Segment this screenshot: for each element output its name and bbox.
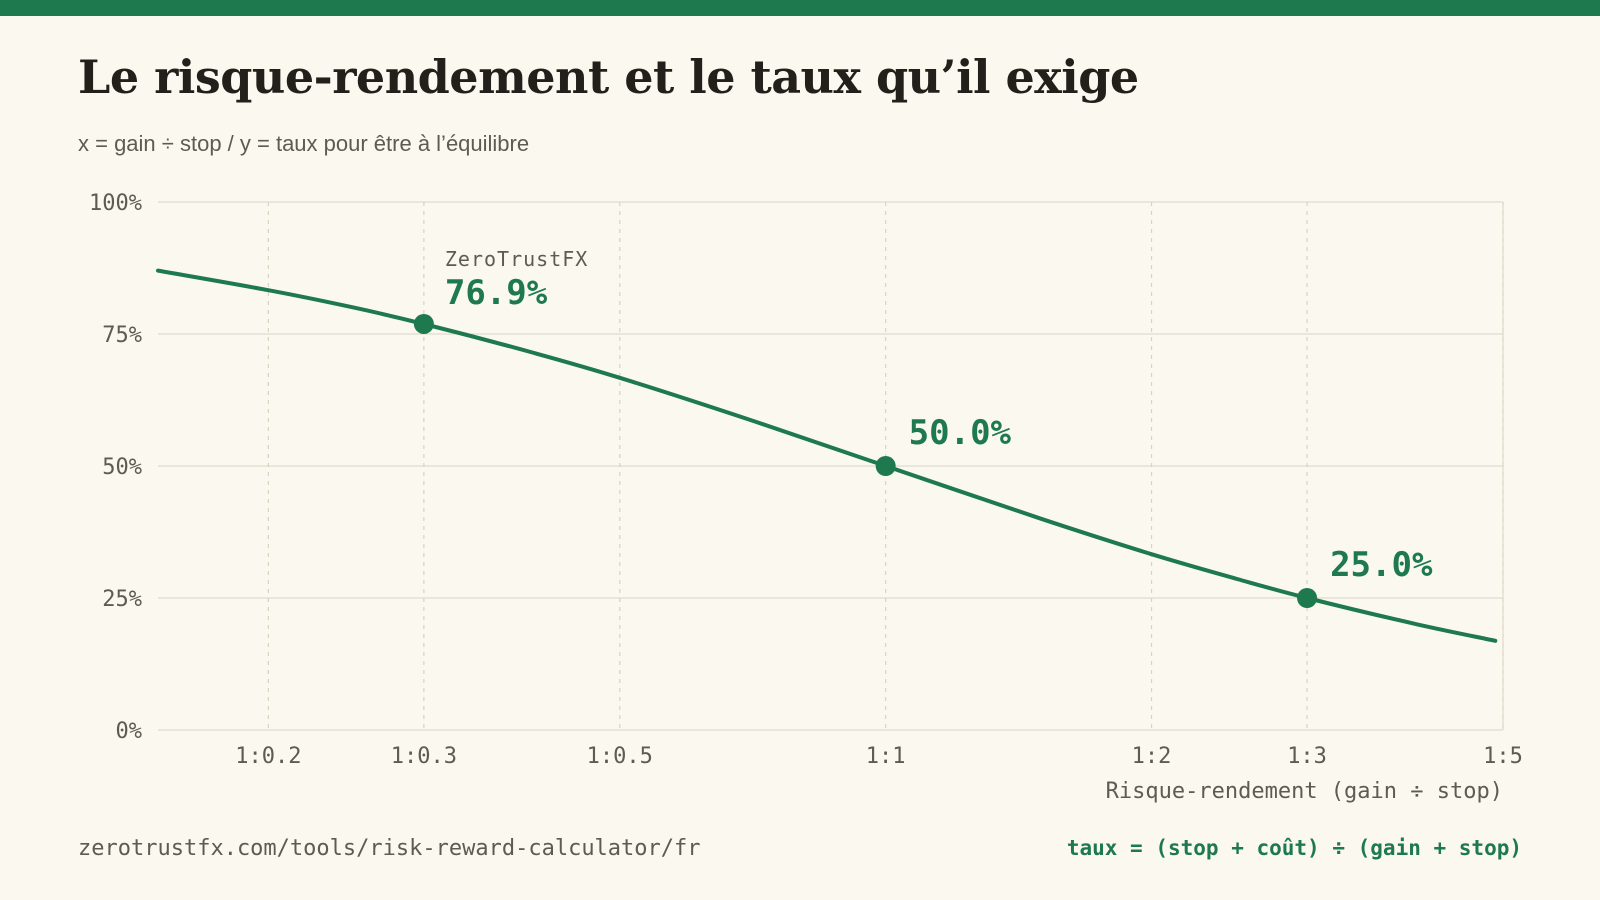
highlight-point [1297, 588, 1318, 608]
x-axis-label: Risque-rendement (gain ÷ stop) [1106, 779, 1503, 804]
axes: 0% 25% 50% 75% 100% 1:0.2 1:0.3 1:0.5 1:1 1:2 1:3 1… [89, 191, 1523, 804]
highlight-value-label: 76.9% [445, 273, 548, 313]
x-tick-label: 1:2 [1132, 744, 1172, 769]
highlight-point [875, 456, 896, 476]
x-tick-label: 1:1 [866, 744, 906, 769]
footer-formula: taux = (stop + coût) ÷ (gain + stop) [1066, 836, 1522, 860]
x-tick-label: 1:0.3 [391, 744, 457, 769]
x-tick-label: 1:0.5 [587, 744, 653, 769]
x-tick-label: 1:5 [1483, 744, 1523, 769]
footer-url: zerotrustfx.com/tools/risk-reward-calcul… [78, 836, 701, 861]
series-line [156, 268, 1498, 643]
top-accent-bar [0, 0, 1600, 16]
series [156, 268, 1498, 643]
y-tick-label: 50% [102, 455, 142, 480]
x-tick-label: 1:3 [1287, 744, 1327, 769]
y-tick-label: 25% [102, 587, 142, 612]
highlight-caption: ZeroTrustFX [445, 247, 588, 271]
y-tick-label: 0% [116, 719, 143, 744]
chart-title: Le risque-rendement et le taux qu’il exi… [78, 50, 1139, 104]
y-tick-label: 100% [89, 191, 142, 216]
x-tick-label: 1:0.2 [235, 744, 301, 769]
chart-subtitle: x = gain ÷ stop / y = taux pour être à l… [78, 131, 530, 156]
y-tick-label: 75% [102, 323, 142, 348]
grid [158, 201, 1504, 731]
highlight-value-label: 50.0% [909, 413, 1012, 453]
highlight-value-label: 25.0% [1330, 545, 1433, 585]
highlight-point [413, 313, 434, 334]
